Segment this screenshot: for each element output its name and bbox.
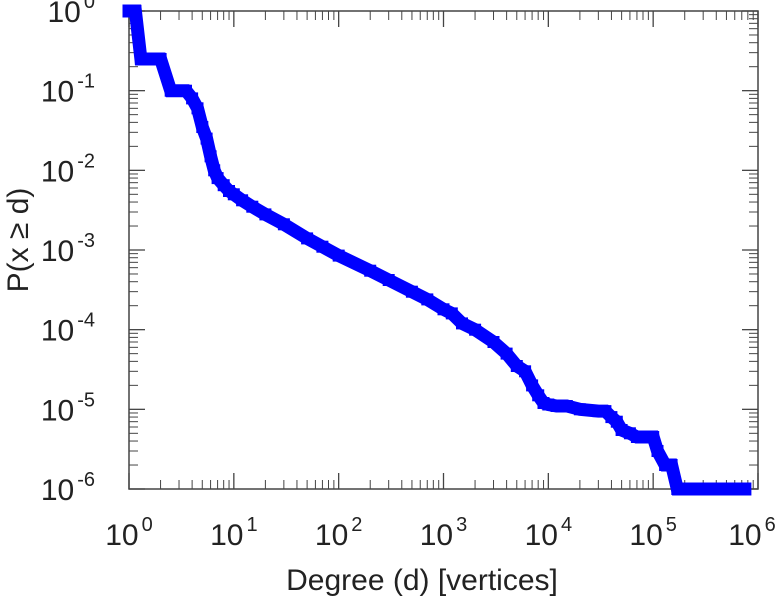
data-point [550,400,563,412]
data-point [526,379,539,392]
data-point [277,218,290,231]
data-point [246,200,259,213]
data-point [456,317,468,330]
data-point [720,483,733,495]
data-point [134,53,147,65]
y-tick-label: 10 -1 [41,71,95,109]
data-point [560,400,573,412]
data-point [665,459,678,471]
y-tick-label: 10 0 [48,0,96,29]
data-point [316,240,329,253]
data-point [154,53,167,65]
x-tick-label: 10 3 [420,514,468,552]
x-tick-label-exponent: 6 [765,514,776,536]
y-tick-label-base: 10 [41,315,74,348]
data-point [445,307,458,320]
x-tick-label-base: 10 [629,519,662,552]
y-tick-label-base: 10 [41,155,74,188]
data-point [186,92,199,105]
data-point [382,274,395,286]
data-point [500,347,513,360]
data-point [301,232,314,245]
x-tick-label-base: 10 [525,519,558,552]
series-layer [122,4,752,496]
series-line [122,4,752,496]
x-tick-label: 10 5 [629,514,677,552]
x-tick-labels: 10 0 10 1 10 2 10 3 10 4 10 5 10 6 [105,514,776,552]
data-point [200,132,213,145]
data-point [738,483,751,495]
x-tick-label-exponent: 1 [246,514,257,536]
x-tick-label: 10 4 [525,514,573,552]
data-point [573,403,586,416]
data-point [697,483,710,495]
data-point [519,365,532,378]
y-tick-label-base: 10 [48,0,81,29]
data-point [144,53,157,65]
y-tick-label: 10 -3 [41,230,95,268]
x-tick-label-base: 10 [420,519,453,552]
data-point [196,121,209,133]
y-tick-label-exponent: -6 [77,469,95,491]
data-point [678,483,691,495]
x-tick-label-base: 10 [728,519,761,552]
data-point [236,194,249,207]
data-point [259,208,272,221]
y-tick-label: 10 -2 [41,150,95,188]
x-tick-label: 10 2 [315,514,363,552]
x-tick-label: 10 6 [728,514,776,552]
x-tick-label-exponent: 5 [666,514,677,536]
x-tick-label-exponent: 4 [561,514,572,536]
data-point [469,323,482,336]
data-point [487,336,500,348]
y-tick-label-base: 10 [41,474,74,507]
major-ticks [128,10,759,490]
data-point [191,102,204,115]
data-point [651,445,664,457]
y-tick-label-base: 10 [41,235,74,268]
y-axis-label: P(x ≥ d) [2,188,35,293]
plot-frame [128,10,759,490]
x-tick-label-base: 10 [315,519,348,552]
data-point [204,150,217,163]
x-tick-label-exponent: 3 [456,514,467,536]
x-tick-label-base: 10 [105,519,138,552]
x-tick-label: 10 1 [210,514,257,552]
y-tick-label-exponent: -5 [77,389,95,411]
x-axis-label: Degree (d) [vertices] [286,564,558,597]
y-tick-label-exponent: -2 [77,150,95,172]
y-tick-label-exponent: -4 [77,310,95,332]
data-point [421,293,434,306]
y-tick-label: 10 -6 [41,469,95,507]
y-tick-label-exponent: -1 [77,71,95,93]
data-point [129,5,142,17]
x-tick-label-exponent: 0 [142,514,153,536]
y-tick-label: 10 -5 [41,389,95,427]
x-tick-label-exponent: 2 [351,514,362,536]
data-point [647,431,660,443]
y-tick-label-base: 10 [41,394,74,427]
data-point [405,285,418,298]
data-point [332,249,345,262]
y-tick-label-exponent: 0 [84,0,95,13]
x-tick-label: 10 0 [105,514,153,552]
minor-ticks [129,11,758,489]
x-tick-label-base: 10 [210,519,243,552]
y-tick-label-exponent: -3 [77,230,95,252]
y-tick-label: 10 -4 [41,310,95,348]
y-tick-label-base: 10 [41,76,74,109]
data-point [364,264,377,277]
